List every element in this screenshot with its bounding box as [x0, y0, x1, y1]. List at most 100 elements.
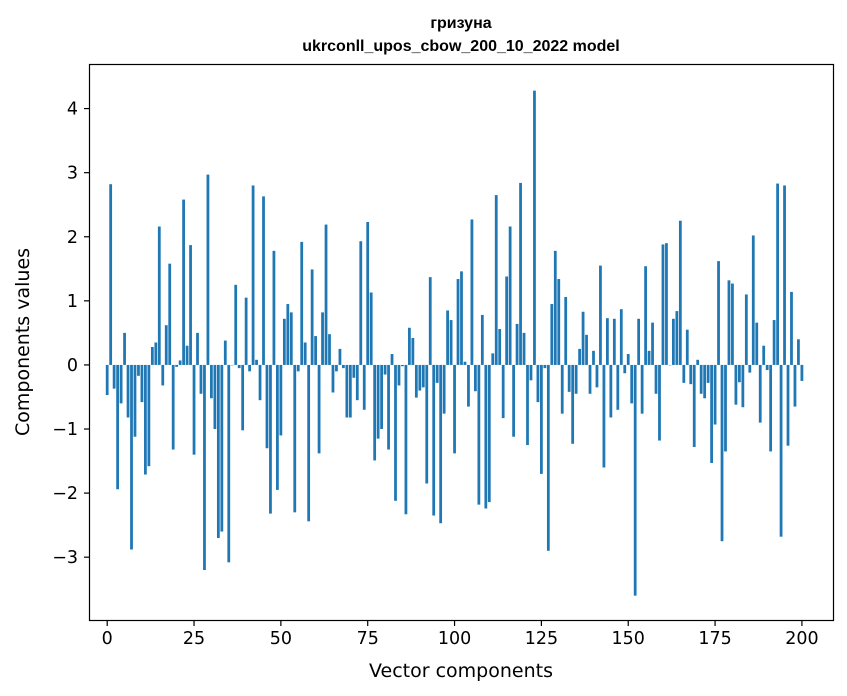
bar-172	[703, 364, 707, 399]
bar-20	[175, 364, 179, 367]
bar-136	[578, 348, 581, 365]
bar-130	[557, 279, 561, 365]
bar-12	[147, 364, 151, 467]
bar-30	[210, 364, 213, 399]
bar-107	[477, 364, 481, 505]
bar-25	[192, 364, 196, 455]
y-tick-label: 2	[67, 228, 78, 248]
bar-3	[116, 364, 120, 490]
bar-79	[380, 364, 383, 430]
bar-179	[727, 280, 731, 365]
bar-63	[324, 224, 328, 365]
bar-92	[425, 364, 429, 484]
bar-97	[442, 364, 446, 414]
bar-13	[150, 346, 154, 365]
bar-27	[199, 364, 203, 394]
bar-78	[376, 364, 380, 439]
bar-58	[307, 364, 311, 522]
bar-5	[123, 332, 126, 365]
x-tick-label: 175	[698, 629, 731, 649]
x-tick-label: 75	[357, 629, 379, 649]
bar-93	[428, 277, 432, 365]
bar-35	[227, 364, 231, 563]
bar-110	[487, 364, 491, 503]
bar-127	[546, 364, 550, 551]
bar-14	[154, 342, 158, 365]
bar-119	[519, 182, 522, 365]
bar-21	[178, 360, 182, 365]
bar-197	[790, 291, 793, 365]
bar-132	[564, 297, 568, 365]
bar-176	[717, 261, 720, 365]
bar-195	[783, 185, 786, 365]
bar-46	[265, 364, 269, 449]
bar-186	[751, 235, 755, 365]
bar-144	[606, 318, 609, 365]
bar-121	[526, 364, 529, 446]
bar-42	[251, 185, 255, 365]
bar-171	[699, 364, 703, 394]
bar-157	[651, 322, 654, 365]
bar-120	[522, 332, 526, 365]
bar-184	[744, 294, 748, 365]
bar-192	[772, 320, 776, 365]
bar-135	[574, 364, 578, 394]
bar-84	[397, 364, 401, 386]
bar-50	[279, 364, 283, 436]
bar-150	[626, 354, 630, 365]
bar-51	[282, 318, 286, 365]
y-tick-label: −1	[52, 420, 78, 440]
bar-99	[449, 320, 453, 365]
bar-37	[234, 284, 238, 365]
bar-143	[602, 364, 606, 468]
bar-156	[647, 350, 651, 365]
bar-189	[762, 345, 766, 365]
bar-86	[404, 364, 408, 515]
bar-26	[196, 332, 199, 365]
bar-158	[654, 364, 658, 394]
x-tick-label: 100	[438, 629, 471, 649]
y-tick-label: 1	[67, 292, 78, 312]
bar-17	[164, 325, 168, 365]
bar-90	[418, 364, 422, 391]
bar-183	[741, 364, 745, 408]
x-tick-label: 150	[612, 629, 645, 649]
bar-6	[126, 364, 130, 418]
bar-16	[161, 364, 165, 386]
bar-114	[501, 364, 505, 419]
bar-149	[623, 364, 627, 374]
bar-167	[685, 329, 689, 365]
bar-44	[258, 364, 262, 401]
bar-64	[328, 334, 331, 365]
bar-169	[692, 364, 696, 447]
bar-71	[352, 364, 356, 378]
bar-33	[220, 364, 224, 532]
bar-94	[432, 364, 436, 516]
bar-126	[543, 364, 547, 369]
bar-142	[599, 265, 602, 365]
bar-115	[505, 276, 509, 365]
bar-29	[206, 174, 210, 365]
bar-89	[414, 364, 418, 398]
y-tick-label: −2	[52, 484, 78, 504]
bar-155	[644, 266, 647, 365]
bar-154	[640, 364, 644, 414]
bar-102	[460, 271, 463, 365]
bar-188	[758, 364, 762, 423]
bar-81	[387, 364, 390, 450]
bar-191	[769, 364, 773, 452]
bar-31	[213, 364, 217, 430]
bar-85	[401, 364, 404, 367]
bar-153	[637, 318, 641, 365]
bar-23	[185, 345, 189, 365]
bar-141	[595, 364, 599, 388]
bar-15	[157, 226, 161, 365]
bar-40	[244, 297, 248, 365]
plot-frame	[88, 63, 835, 622]
bar-198	[793, 364, 797, 407]
bar-72	[355, 364, 359, 401]
bar-52	[286, 304, 290, 365]
bar-83	[394, 364, 397, 501]
bar-80	[383, 364, 387, 375]
x-tick-label: 125	[525, 629, 558, 649]
